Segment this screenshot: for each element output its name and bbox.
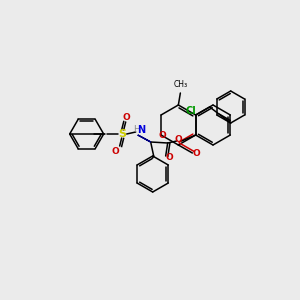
Polygon shape [138, 135, 151, 142]
Text: O: O [158, 130, 166, 140]
Text: Cl: Cl [185, 106, 196, 116]
Text: CH₃: CH₃ [173, 80, 188, 89]
Text: S: S [119, 129, 127, 139]
Text: O: O [112, 146, 120, 155]
Text: O: O [166, 152, 174, 161]
Text: O: O [193, 149, 200, 158]
Text: O: O [123, 112, 130, 122]
Text: O: O [175, 136, 183, 145]
Text: H: H [133, 125, 140, 134]
Text: N: N [138, 125, 146, 135]
